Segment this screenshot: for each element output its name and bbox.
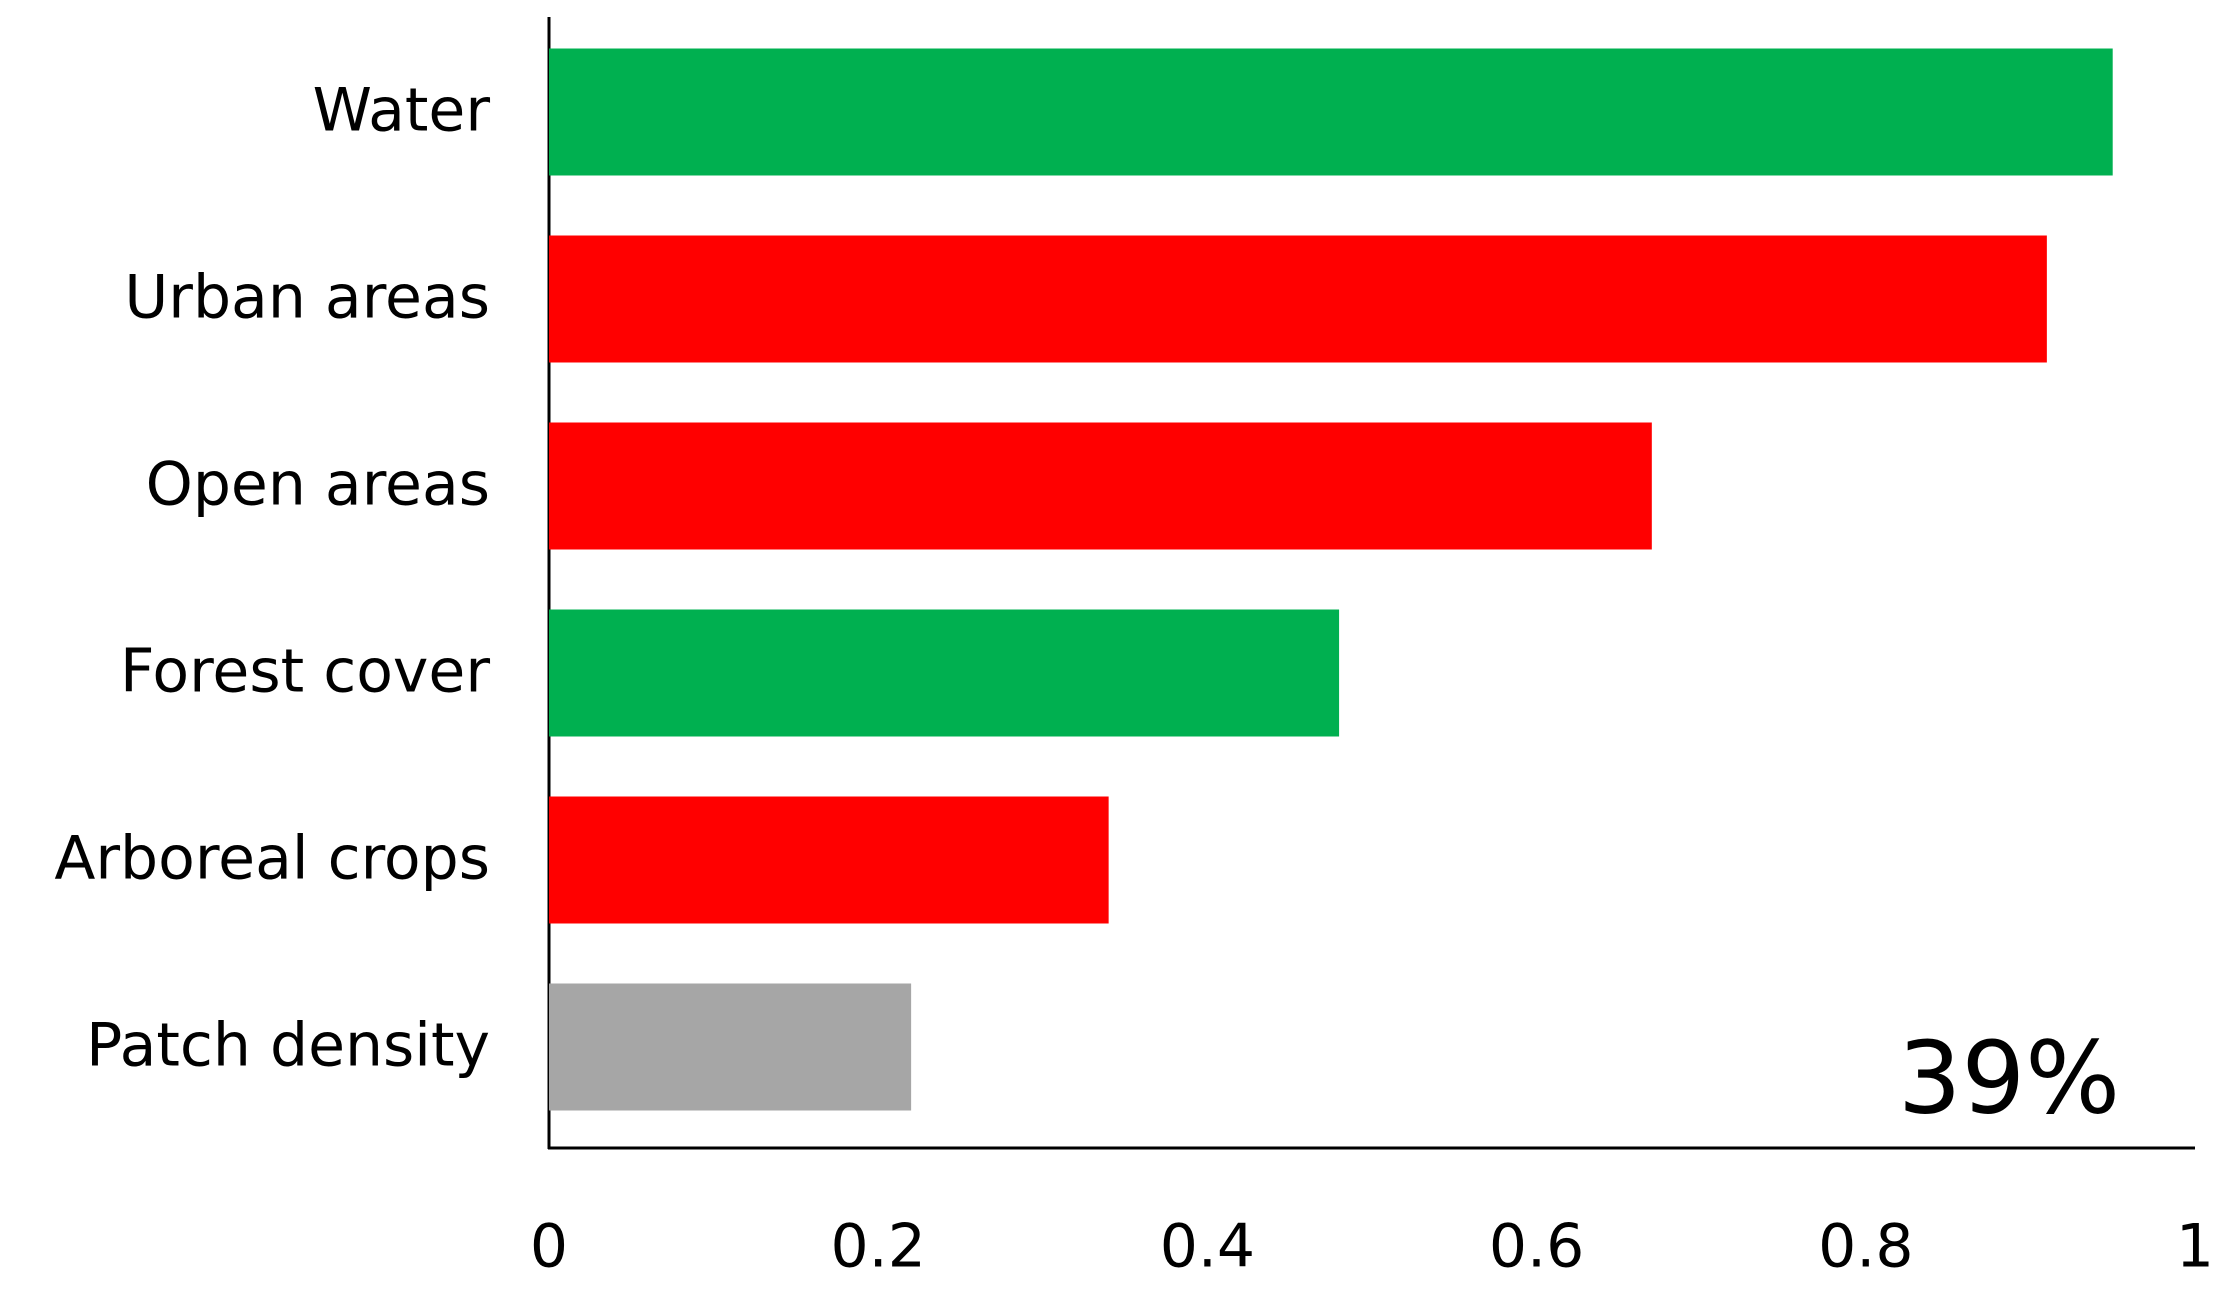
y-tick-label: Open areas bbox=[146, 450, 490, 520]
y-tick-label: Patch density bbox=[86, 1011, 490, 1081]
x-tick-label: 0 bbox=[530, 1212, 568, 1282]
y-tick-label: Urban areas bbox=[124, 263, 490, 333]
y-tick-label: Arboreal crops bbox=[54, 824, 490, 894]
x-tick-label: 0.8 bbox=[1818, 1212, 1913, 1282]
x-tick-label: 0.2 bbox=[830, 1212, 925, 1282]
bar bbox=[549, 235, 2047, 363]
x-tick-label: 0.6 bbox=[1489, 1212, 1584, 1282]
y-tick-label: Water bbox=[313, 76, 491, 146]
bar bbox=[549, 422, 1652, 550]
annotation: 39% bbox=[1898, 1019, 2120, 1136]
bar bbox=[549, 796, 1109, 924]
x-tick-label: 1 bbox=[2176, 1212, 2214, 1282]
y-tick-label: Forest cover bbox=[120, 637, 490, 707]
bar bbox=[549, 983, 912, 1111]
x-tick-label: 0.4 bbox=[1160, 1212, 1255, 1282]
bar bbox=[549, 609, 1340, 737]
bar bbox=[549, 48, 2113, 176]
